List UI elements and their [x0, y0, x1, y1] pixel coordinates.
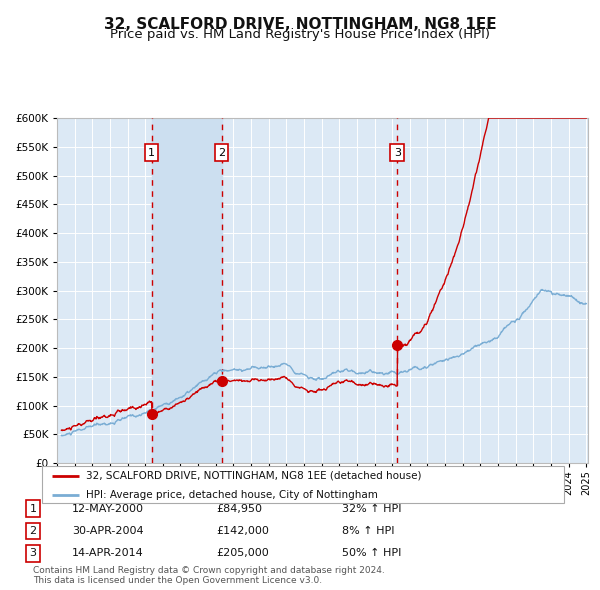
Text: HPI: Average price, detached house, City of Nottingham: HPI: Average price, detached house, City…	[86, 490, 378, 500]
Text: 1: 1	[29, 504, 37, 513]
Text: 12-MAY-2000: 12-MAY-2000	[72, 504, 144, 513]
Text: £142,000: £142,000	[216, 526, 269, 536]
Text: Contains HM Land Registry data © Crown copyright and database right 2024.
This d: Contains HM Land Registry data © Crown c…	[33, 566, 385, 585]
Text: 3: 3	[29, 549, 37, 558]
Text: 32, SCALFORD DRIVE, NOTTINGHAM, NG8 1EE (detached house): 32, SCALFORD DRIVE, NOTTINGHAM, NG8 1EE …	[86, 471, 422, 481]
Text: 3: 3	[394, 148, 401, 158]
Text: 30-APR-2004: 30-APR-2004	[72, 526, 143, 536]
Text: 2: 2	[29, 526, 37, 536]
Text: Price paid vs. HM Land Registry's House Price Index (HPI): Price paid vs. HM Land Registry's House …	[110, 28, 490, 41]
Text: 50% ↑ HPI: 50% ↑ HPI	[342, 549, 401, 558]
Text: 8% ↑ HPI: 8% ↑ HPI	[342, 526, 395, 536]
Text: 14-APR-2014: 14-APR-2014	[72, 549, 144, 558]
Text: £84,950: £84,950	[216, 504, 262, 513]
Text: 2: 2	[218, 148, 225, 158]
Text: 1: 1	[148, 148, 155, 158]
Text: 32, SCALFORD DRIVE, NOTTINGHAM, NG8 1EE: 32, SCALFORD DRIVE, NOTTINGHAM, NG8 1EE	[104, 17, 496, 31]
Bar	[152, 118, 221, 463]
Text: £205,000: £205,000	[216, 549, 269, 558]
Text: 32% ↑ HPI: 32% ↑ HPI	[342, 504, 401, 513]
